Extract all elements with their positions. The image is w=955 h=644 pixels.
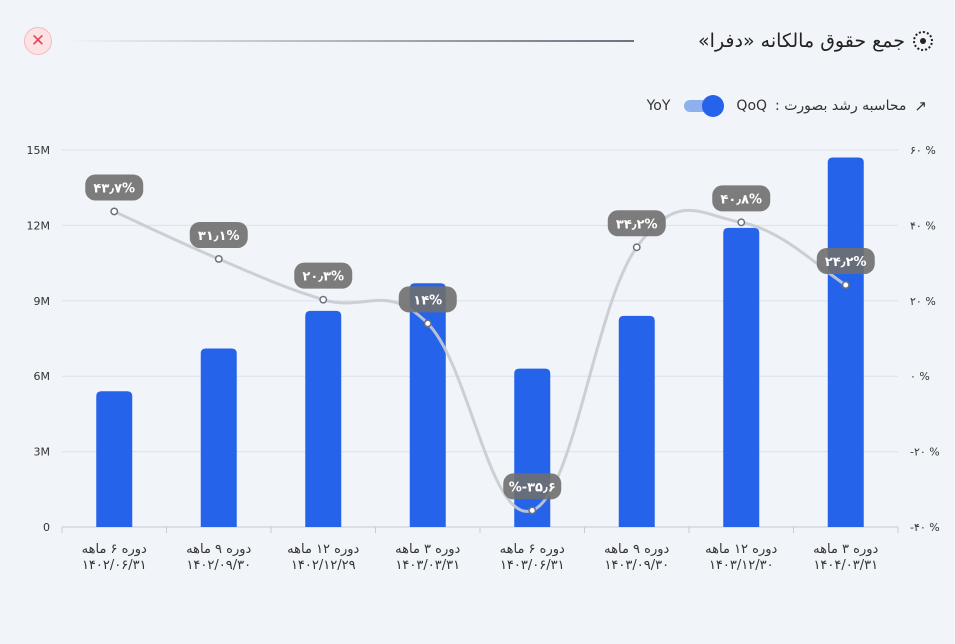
growth-data-label: ۲۰٫۳% <box>302 270 344 285</box>
growth-point <box>110 207 119 216</box>
y-tick-label: 12M <box>27 219 51 232</box>
y-tick-label: 9M <box>34 295 51 308</box>
y-tick-label: 0 <box>43 521 50 534</box>
x-tick-label: دوره ۳ ماهه <box>395 542 460 557</box>
qoq-option[interactable]: QoQ <box>736 98 768 114</box>
growth-label-bg <box>503 473 562 500</box>
y2-tick-label: -۴۰ % <box>910 521 940 534</box>
bar <box>618 315 655 527</box>
y2-tick-label: -۲۰ % <box>910 446 940 459</box>
trend-up-icon: ↗ <box>914 97 927 115</box>
y-tick-label: 3M <box>34 446 51 459</box>
growth-data-label: ۱۴% <box>413 293 442 308</box>
chart-title: جمع حقوق مالکانه «دفرا» <box>698 30 905 52</box>
growth-point <box>632 243 641 252</box>
growth-point <box>319 295 328 304</box>
close-icon: ✕ <box>30 30 46 51</box>
x-tick-date-label: ۱۴۰۳/۰۶/۳۱ <box>500 558 565 573</box>
growth-point <box>528 506 537 515</box>
growth-mode-label: محاسبه رشد بصورت : <box>775 98 907 114</box>
dotted-circle-icon <box>913 31 933 51</box>
y2-tick-label: ۶۰ % <box>910 144 936 157</box>
growth-point <box>214 255 223 263</box>
x-tick-date-label: ۱۴۰۳/۰۹/۳۰ <box>604 558 669 573</box>
bar <box>514 368 551 527</box>
bar <box>827 157 864 528</box>
x-tick-date-label: ۱۴۰۳/۱۲/۳۰ <box>709 558 774 573</box>
x-tick-label: دوره ۶ ماهه <box>500 542 565 557</box>
growth-point <box>737 218 746 227</box>
switch-knob <box>702 95 725 117</box>
growth-data-label: ۴۰٫۸% <box>720 192 762 207</box>
x-tick-date-label: ۱۴۰۳/۰۳/۳۱ <box>395 558 460 573</box>
title-divider <box>64 40 634 42</box>
bar <box>96 391 133 527</box>
bar <box>409 283 446 527</box>
x-tick-date-label: ۱۴۰۲/۰۹/۳۰ <box>186 558 251 573</box>
growth-label-bg <box>294 262 353 289</box>
close-button[interactable]: ✕ <box>24 27 52 55</box>
y2-tick-label: ۲۰ % <box>910 295 936 308</box>
growth-mode-switch[interactable] <box>682 95 725 117</box>
x-tick-label: دوره ۹ ماهه <box>186 542 251 557</box>
growth-label-bg <box>607 210 666 237</box>
x-tick-label: دوره ۳ ماهه <box>813 542 878 557</box>
yoy-option[interactable]: YoY <box>646 98 671 114</box>
chart-header: جمع حقوق مالکانه «دفرا» <box>698 28 933 54</box>
x-tick-label: دوره ۱۲ ماهه <box>287 542 359 557</box>
x-tick-label: دوره ۱۲ ماهه <box>705 542 777 557</box>
growth-label-bg <box>189 221 248 248</box>
bar <box>723 227 760 527</box>
growth-data-label: ۴۳٫۷% <box>93 181 135 196</box>
growth-point <box>423 319 432 328</box>
x-tick-date-label: ۱۴۰۲/۱۲/۲۹ <box>291 558 356 573</box>
y2-tick-label: ۴۰ % <box>910 219 936 232</box>
growth-point <box>841 281 850 289</box>
x-tick-date-label: ۱۴۰۲/۰۶/۳۱ <box>82 558 147 573</box>
bar <box>200 348 237 527</box>
growth-label-bg <box>816 247 875 274</box>
growth-data-label: ۳۴٫۲% <box>616 217 658 232</box>
y-tick-label: 6M <box>34 370 51 383</box>
x-tick-label: دوره ۹ ماهه <box>604 542 669 557</box>
growth-data-label: ۳۱٫۱% <box>198 229 240 244</box>
growth-data-label: %-۳۵٫۶ <box>509 480 556 495</box>
y2-tick-label: ۰ % <box>910 370 930 383</box>
growth-label-bg <box>85 174 144 201</box>
growth-label-bg <box>712 185 771 212</box>
growth-label-bg <box>398 286 457 313</box>
x-tick-date-label: ۱۴۰۴/۰۳/۳۱ <box>813 558 878 573</box>
growth-data-label: ۲۴٫۲% <box>825 255 867 270</box>
y-tick-label: 15M <box>27 144 51 157</box>
x-tick-label: دوره ۶ ماهه <box>82 542 147 557</box>
bar <box>305 310 342 527</box>
growth-mode-toggle-row: ↗ محاسبه رشد بصورت : QoQ YoY <box>647 94 927 118</box>
